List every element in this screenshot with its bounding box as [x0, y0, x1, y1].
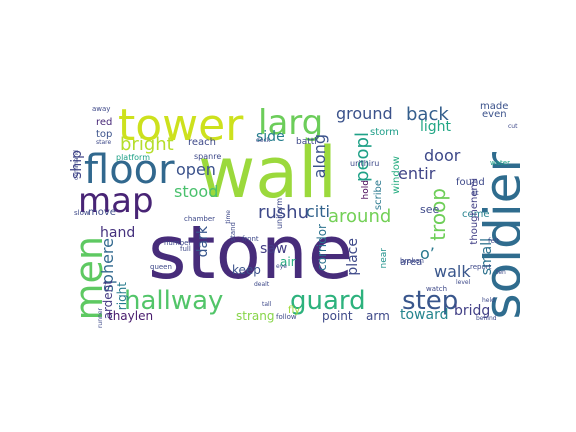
cloud-word: bridg [454, 303, 491, 319]
cloud-word: queen [150, 263, 172, 271]
cloud-word: larg [258, 103, 324, 143]
cloud-word: step [402, 286, 459, 316]
cloud-word: toward [400, 307, 449, 323]
cloud-word: floor [84, 147, 175, 193]
cloud-word: felt [488, 237, 500, 245]
cloud-word: guard [290, 286, 366, 316]
cloud-word: citi [306, 202, 330, 221]
cloud-word: cut [508, 123, 518, 130]
cloud-word: peopl [352, 132, 373, 182]
cloud-word: o’ [420, 244, 435, 263]
cloud-word: around [328, 206, 392, 227]
cloud-word: corridor [315, 224, 329, 271]
cloud-word: stand [229, 222, 237, 242]
cloud-word: right [115, 282, 129, 311]
cloud-word: time [225, 210, 232, 224]
cloud-word: battl [296, 137, 317, 147]
cloud-word: side [256, 129, 285, 145]
cloud-word: command [73, 150, 80, 180]
cloud-word: strang [236, 309, 275, 323]
cloud-word: tower [118, 100, 244, 151]
cloud-word: back [406, 104, 449, 125]
cloud-word: spanre [194, 152, 222, 161]
cloud-word: stone [148, 210, 354, 296]
cloud-word: watch [426, 285, 448, 293]
cloud-word: report [470, 263, 492, 271]
cloud-word: eye [276, 263, 287, 270]
cloud-word: thoughenemi [469, 178, 480, 245]
cloud-word: lit [472, 189, 479, 197]
cloud-word: map [78, 181, 154, 221]
cloud-word: open [176, 160, 216, 179]
cloud-word: window [391, 156, 402, 194]
cloud-word: uniform [275, 198, 284, 230]
cloud-word: see [420, 203, 440, 216]
cloud-word: number [164, 239, 192, 247]
cloud-word: come [462, 209, 490, 220]
cloud-word: away [92, 105, 111, 113]
cloud-word: front [242, 235, 259, 243]
cloud-word: arm [366, 309, 390, 323]
cloud-word: hand [100, 225, 136, 241]
word-cloud: stone wall soldier tower floor map men hallway g… [70, 98, 520, 328]
cloud-word: keep [232, 263, 261, 277]
cloud-word: point [322, 309, 353, 323]
cloud-word: behind [476, 315, 497, 322]
cloud-word: wall [198, 132, 338, 214]
cloud-word: ground [336, 104, 393, 123]
cloud-word: follow [276, 313, 297, 321]
cloud-word: rushu [258, 202, 310, 223]
cloud-word: walk [434, 262, 471, 281]
cloud-word: found [456, 177, 485, 188]
cloud-word: made [480, 101, 509, 112]
cloud-word: full [180, 245, 191, 253]
cloud-word: ten [496, 269, 506, 276]
cloud-word: urithiru [350, 159, 380, 168]
cloud-word: stood [174, 182, 219, 201]
cloud-word: tall [262, 301, 272, 308]
cloud-word: held [482, 297, 495, 304]
cloud-word: runner [97, 308, 104, 328]
cloud-word: deck [256, 137, 271, 144]
cloud-word: dealt [254, 281, 270, 288]
cloud-word: near [379, 248, 389, 269]
cloud-word: platform [116, 153, 150, 162]
cloud-word: red [96, 117, 113, 128]
cloud-word: even [482, 109, 507, 120]
cloud-word: chamber [184, 215, 216, 223]
cloud-word: area [400, 257, 423, 268]
cloud-word: fly [288, 305, 301, 316]
cloud-word: water [490, 159, 510, 167]
cloud-word: light [420, 119, 452, 135]
cloud-word: saw [260, 241, 288, 257]
cloud-word: hold [361, 180, 371, 200]
cloud-word: level [456, 279, 471, 286]
cloud-word: hallway [124, 286, 224, 316]
cloud-word: bright [120, 134, 174, 155]
cloud-word: scribe [373, 180, 384, 211]
cloud-word: storm [370, 127, 399, 138]
cloud-word: air [280, 255, 296, 269]
cloud-word: place [345, 238, 361, 276]
cloud-word: move [88, 207, 116, 218]
cloud-word: slow [74, 209, 90, 217]
cloud-word: dark [195, 226, 211, 258]
cloud-word: door [424, 146, 461, 165]
cloud-word: entir [398, 164, 436, 183]
cloud-word: stare [96, 139, 112, 146]
cloud-word: top [96, 129, 113, 140]
cloud-word: broken [400, 257, 424, 265]
cloud-word: thaylen [108, 309, 154, 323]
cloud-word: reach [188, 137, 217, 148]
